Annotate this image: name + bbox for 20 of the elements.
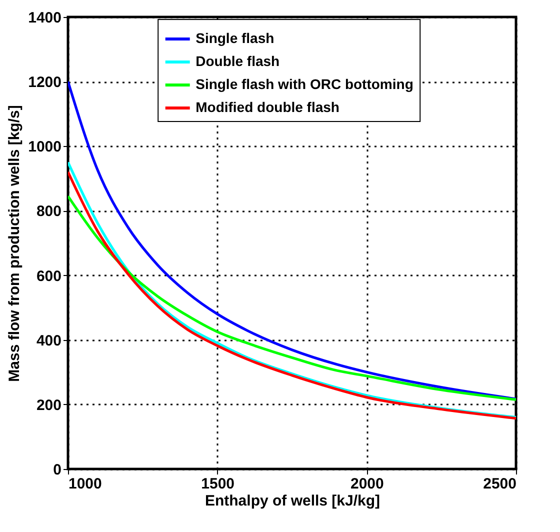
x-axis-title: Enthalpy of wells [kJ/kg] <box>204 492 380 510</box>
y-tick-label: 1000 <box>28 138 62 156</box>
y-tick-label: 600 <box>36 268 62 285</box>
x-tick-label: 2000 <box>350 476 384 492</box>
x-tick-label: 2500 <box>483 476 516 492</box>
line-series <box>68 80 516 400</box>
x-tick-label: 1000 <box>68 476 102 492</box>
legend-label: Single flash <box>196 30 274 46</box>
y-tick-label: 400 <box>36 332 62 350</box>
y-tick-label: 200 <box>36 396 62 414</box>
y-tick-label: 800 <box>36 203 62 220</box>
y-tick-label: 1200 <box>28 74 62 92</box>
legend-label: Double flash <box>196 53 280 69</box>
y-tick-label: 1400 <box>28 10 62 26</box>
line-series <box>68 194 516 401</box>
y-tick-label: 0 <box>53 462 62 478</box>
legend-label: Modified double flash <box>196 99 340 115</box>
x-tick-label: 1500 <box>201 476 235 492</box>
legend-label: Single flash with ORC bottoming <box>196 76 414 92</box>
y-axis-title: Mass flow from production wells [kg/s] <box>6 105 24 382</box>
